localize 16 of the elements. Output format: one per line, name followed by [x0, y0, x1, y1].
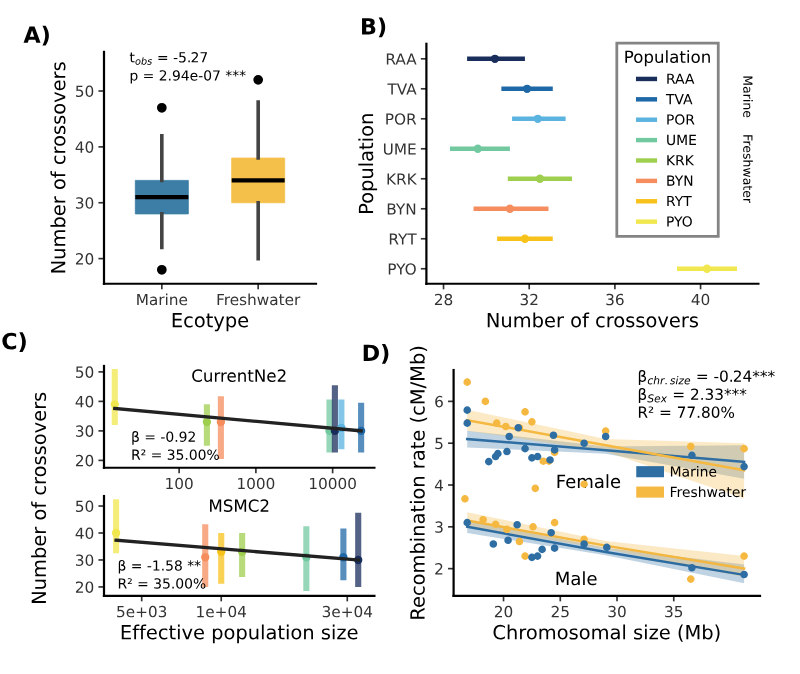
y-axis-title: Population — [358, 114, 378, 213]
chart-title: A) — [23, 25, 49, 46]
chart-title: D) — [363, 344, 389, 364]
chart-title: B) — [362, 17, 386, 38]
x-axis-title: Number of crossovers — [487, 312, 699, 328]
x-axis-title: Ecotype — [172, 313, 249, 332]
x-axis-title: Effective population size — [121, 624, 358, 644]
annotation: Male — [556, 571, 597, 586]
chart-title: C) — [2, 332, 26, 353]
y-axis-title: Recombination rate (cM/Mb) — [409, 346, 428, 619]
y-axis-title: Number of crossovers — [31, 392, 47, 603]
chart-subtitle: CurrentNe2 — [192, 369, 286, 382]
legend-title: Population — [625, 50, 710, 67]
chart-title: MSMC2 — [210, 499, 269, 512]
x-axis-title: Chromosomal size (Mb) — [493, 624, 720, 642]
y-axis-title: Number of crossovers — [50, 62, 66, 273]
